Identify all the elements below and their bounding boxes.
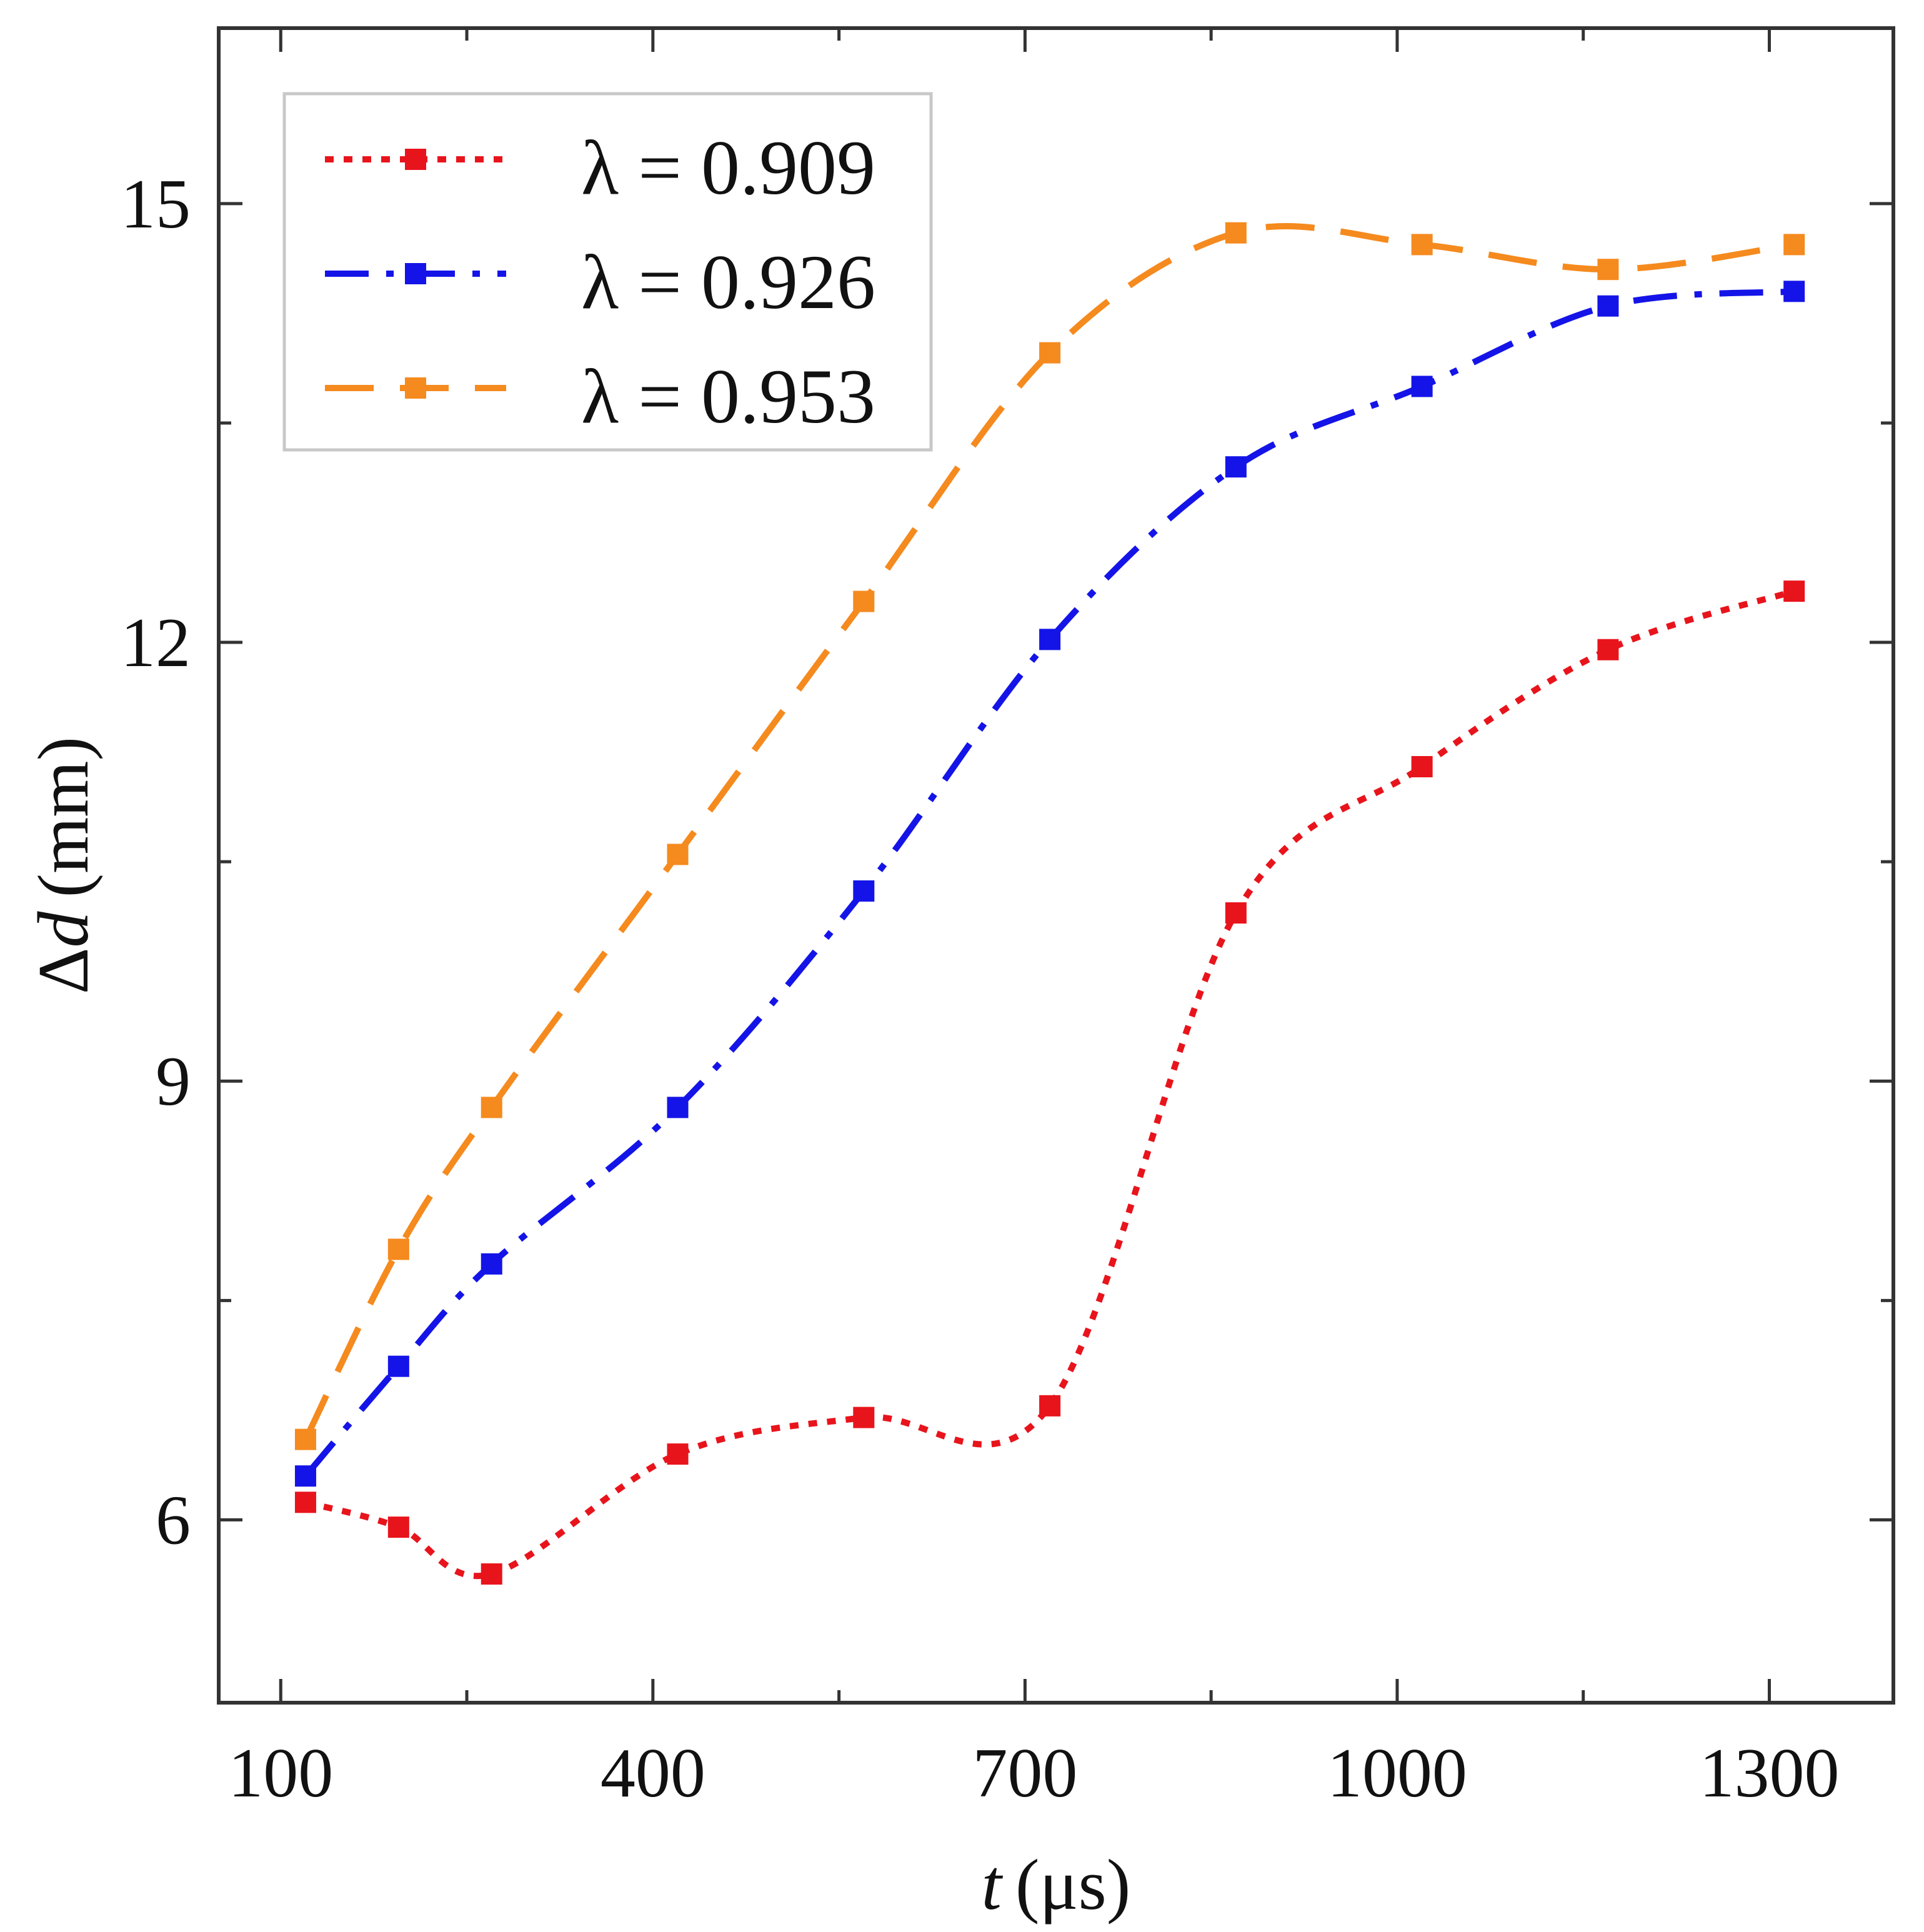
data-point-marker bbox=[1783, 234, 1805, 256]
data-point-marker bbox=[1039, 342, 1061, 364]
series-markers bbox=[294, 222, 1805, 1585]
y-axis-title-variable: d bbox=[24, 911, 104, 948]
data-point-marker bbox=[1039, 1395, 1061, 1417]
tick-labels: 100 400 700 1000 1300 6 9 12 15 bbox=[121, 166, 1839, 1812]
data-point-marker bbox=[294, 1491, 316, 1513]
data-point-marker bbox=[1411, 756, 1433, 778]
legend-label-0: λ = 0.909 bbox=[581, 125, 875, 211]
legend-label-1: λ = 0.926 bbox=[581, 239, 875, 325]
data-point-marker bbox=[1039, 629, 1061, 650]
data-point-marker bbox=[1411, 376, 1433, 397]
legend-samples bbox=[325, 149, 506, 399]
y-axis-title: Δd (mm) bbox=[24, 737, 104, 994]
data-point-marker bbox=[1597, 259, 1619, 281]
data-point-marker bbox=[1783, 281, 1805, 302]
data-point-marker bbox=[387, 1516, 409, 1538]
y-tick-label: 6 bbox=[156, 1481, 191, 1559]
x-axis-title-unit: (μs) bbox=[1015, 1845, 1131, 1925]
data-point-marker bbox=[481, 1563, 502, 1585]
series-line-1 bbox=[303, 288, 1795, 1478]
x-tick-label: 100 bbox=[228, 1735, 333, 1812]
data-point-marker bbox=[481, 1097, 502, 1118]
x-tick-label: 1300 bbox=[1699, 1735, 1839, 1812]
data-point-marker bbox=[853, 590, 875, 612]
data-point-marker bbox=[1225, 902, 1247, 924]
data-point-marker bbox=[1411, 234, 1433, 256]
data-point-marker bbox=[294, 1428, 316, 1450]
data-point-marker bbox=[294, 1465, 316, 1487]
data-point-marker bbox=[853, 1407, 875, 1428]
data-point-marker bbox=[1597, 295, 1619, 317]
x-axis-title-variable: t bbox=[982, 1845, 1004, 1925]
data-point-marker bbox=[1225, 456, 1247, 478]
series-line-2 bbox=[302, 223, 1795, 1441]
data-point-marker bbox=[387, 1355, 409, 1377]
y-tick-label: 9 bbox=[156, 1043, 191, 1120]
y-tick-label: 15 bbox=[121, 166, 191, 243]
x-axis-title: t (μs) bbox=[982, 1845, 1131, 1925]
legend-sample-marker-1 bbox=[405, 263, 426, 284]
legend: λ = 0.909 λ = 0.926 λ = 0.953 bbox=[282, 92, 933, 452]
plot-frame bbox=[217, 26, 1895, 1705]
data-point-marker bbox=[853, 880, 875, 902]
data-point-marker bbox=[1597, 639, 1619, 660]
series-lines bbox=[302, 223, 1795, 1580]
data-point-marker bbox=[667, 1443, 689, 1465]
x-tick-label: 700 bbox=[972, 1735, 1077, 1812]
x-tick-label: 1000 bbox=[1327, 1735, 1467, 1812]
y-tick-label: 12 bbox=[121, 604, 191, 682]
legend-sample-marker-0 bbox=[405, 149, 426, 170]
data-point-marker bbox=[1783, 580, 1805, 602]
legend-label-2: λ = 0.953 bbox=[581, 354, 875, 439]
data-point-marker bbox=[667, 844, 689, 865]
data-point-marker bbox=[387, 1238, 409, 1260]
y-axis-title-unit: (mm) bbox=[24, 737, 104, 898]
legend-sample-marker-2 bbox=[405, 377, 426, 399]
data-point-marker bbox=[667, 1097, 689, 1118]
x-tick-label: 400 bbox=[601, 1735, 705, 1812]
data-point-marker bbox=[481, 1253, 502, 1275]
y-axis-title-delta: Δ bbox=[24, 948, 104, 995]
data-point-marker bbox=[1225, 222, 1247, 244]
axis-ticks bbox=[219, 28, 1893, 1703]
